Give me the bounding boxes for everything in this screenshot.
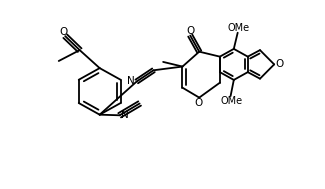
- Text: N: N: [127, 76, 135, 86]
- Text: O: O: [194, 98, 203, 108]
- Text: O: O: [59, 27, 68, 37]
- Text: O: O: [186, 26, 194, 36]
- Text: N: N: [121, 110, 129, 120]
- Text: OMe: OMe: [221, 96, 243, 106]
- Text: O: O: [276, 59, 284, 69]
- Text: OMe: OMe: [228, 23, 250, 33]
